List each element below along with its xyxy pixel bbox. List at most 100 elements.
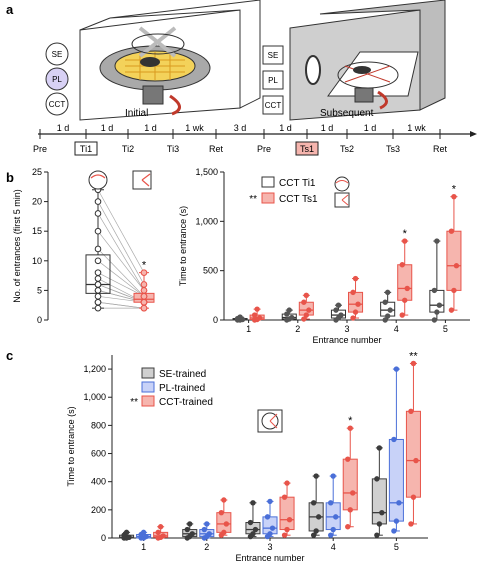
y-tick-label: 25	[32, 167, 42, 177]
data-point	[347, 507, 353, 513]
data-point	[303, 292, 310, 299]
x-tick-label: 4	[331, 542, 336, 552]
data-point	[384, 313, 391, 319]
data-point	[301, 316, 307, 322]
box-iqr	[446, 230, 462, 291]
significance-marker: *	[142, 260, 147, 272]
y-axis-label: Time to entrance (s)	[178, 206, 188, 286]
y-tick-label: 0	[213, 315, 218, 325]
data-point	[184, 526, 190, 533]
data-point	[140, 298, 148, 306]
data-point	[256, 315, 263, 321]
data-point	[187, 521, 193, 527]
data-point	[289, 314, 295, 321]
box-cct-ts1	[446, 196, 462, 311]
data-point	[281, 532, 288, 538]
timeline-event-label: Ts1	[300, 144, 314, 154]
data-point	[201, 526, 208, 533]
data-point	[284, 526, 290, 533]
initial-apparatus: Initial	[79, 0, 261, 121]
data-point	[250, 500, 256, 506]
y-tick-label: 800	[91, 420, 106, 430]
data-point	[402, 238, 408, 244]
y-tick-label: 400	[91, 477, 106, 487]
legend-prefix: **	[249, 194, 257, 205]
timeline-event-label: Ti3	[167, 144, 179, 154]
data-point	[94, 198, 102, 205]
timeline-interval-label: 1 d	[144, 123, 157, 133]
initial-label: Initial	[125, 108, 148, 119]
legend-prefix: **	[130, 397, 138, 408]
data-point	[384, 289, 391, 296]
legend-label: CCT Ts1	[279, 194, 318, 205]
timeline-event-label: Ts2	[340, 144, 354, 154]
significance-marker: **	[409, 350, 418, 362]
timeline-interval-label: 1 d	[364, 123, 377, 133]
data-point	[410, 494, 417, 500]
data-point	[410, 360, 417, 367]
cue-pl-label-2: PL	[268, 76, 278, 85]
x-axis-label: Entrance number	[312, 335, 381, 345]
data-point	[301, 299, 307, 305]
data-point	[434, 309, 440, 315]
data-point	[250, 531, 256, 537]
data-point	[413, 457, 419, 464]
data-point	[267, 531, 273, 537]
wedge-cue-circle	[261, 412, 279, 430]
data-point	[391, 528, 397, 534]
y-tick-label: 200	[91, 505, 106, 515]
data-point	[374, 476, 380, 482]
data-point	[252, 526, 259, 533]
data-point	[451, 287, 457, 294]
data-point	[94, 227, 102, 235]
data-point	[281, 494, 288, 500]
data-point	[94, 298, 102, 306]
box-iqr	[405, 410, 421, 498]
data-point	[157, 524, 164, 530]
pair-line	[97, 260, 145, 297]
data-point	[94, 287, 102, 294]
data-point	[160, 533, 166, 539]
y-tick-label: 1,200	[83, 364, 106, 374]
timeline-interval-label: 1 d	[279, 123, 292, 133]
data-point	[374, 532, 380, 538]
x-tick-label: 2	[295, 324, 300, 334]
cue-se-label: SE	[52, 50, 63, 59]
data-point	[451, 193, 457, 200]
data-point	[223, 521, 230, 527]
data-point	[431, 287, 438, 294]
timeline-highlight-box	[74, 141, 98, 156]
timeline-highlight-box	[295, 141, 319, 156]
y-tick-label: 10	[32, 256, 42, 266]
pair-line	[97, 201, 145, 285]
data-point	[393, 366, 400, 372]
data-point	[140, 281, 148, 288]
significance-marker: *	[348, 415, 353, 427]
data-point	[94, 304, 102, 312]
data-point	[330, 526, 336, 533]
data-point	[267, 498, 273, 505]
box-pl-trained	[388, 368, 404, 532]
data-point	[330, 473, 336, 479]
data-point	[328, 532, 334, 538]
box-pl-trained	[325, 475, 341, 536]
data-point	[434, 238, 440, 244]
data-point	[399, 312, 405, 318]
data-point	[355, 301, 361, 307]
y-tick-label: 15	[32, 226, 42, 236]
timeline-event-label: Ti1	[80, 144, 92, 154]
subsequent-apparatus: Subsequent	[289, 0, 446, 121]
chart-c: 0 200 400 600 800 1,000 1,200 Time to entrance …	[66, 350, 428, 563]
data-point	[286, 517, 293, 523]
data-point	[221, 497, 227, 503]
data-point	[286, 307, 292, 313]
data-point	[448, 307, 455, 313]
data-point	[140, 304, 148, 312]
timeline-event-label: Ret	[209, 144, 224, 154]
timeline-event-label: Pre	[257, 144, 271, 154]
pair-line	[97, 248, 145, 297]
legend-swatch	[261, 192, 275, 204]
legend-label: PL-trained	[159, 383, 205, 394]
circle-cue-arc	[90, 174, 106, 179]
pair-line	[97, 301, 145, 309]
